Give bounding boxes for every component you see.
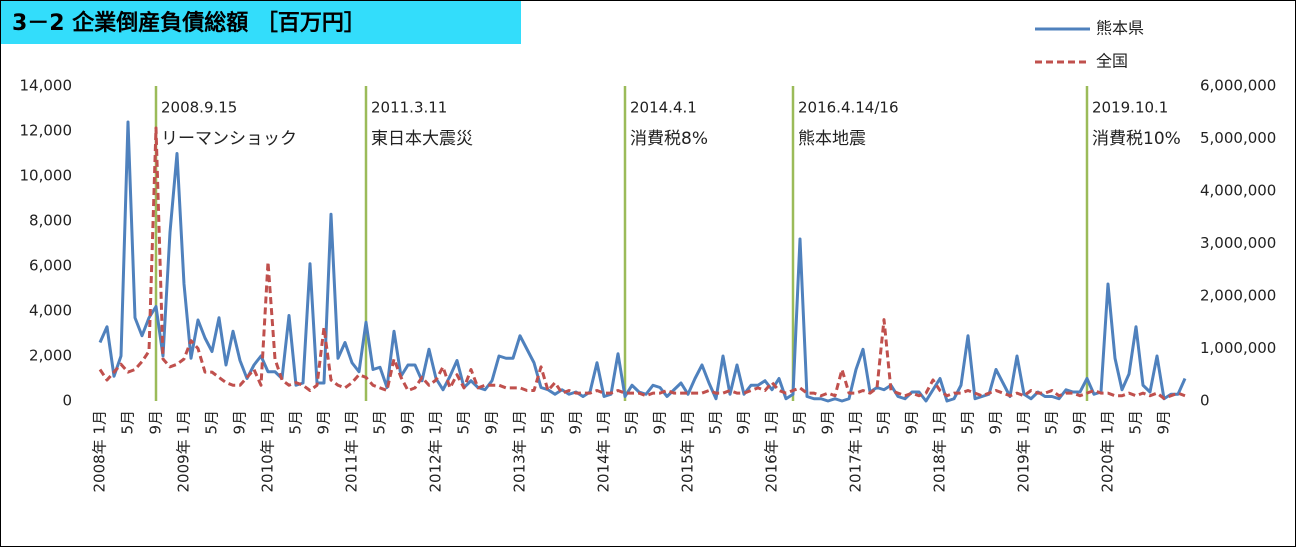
x-tick-label: 5月 [371, 410, 389, 435]
x-tick-label: 2014年 1月 [595, 410, 613, 493]
x-tick-label: 9月 [651, 410, 669, 435]
x-tick-label: 9月 [147, 410, 165, 435]
x-tick-label: 2008年 1月 [91, 410, 109, 493]
annotation-text: リーマンショック [161, 129, 297, 149]
x-tick-label: 9月 [567, 410, 585, 435]
x-tick-label: 5月 [1043, 410, 1061, 435]
x-tick-label: 5月 [119, 410, 137, 435]
x-tick-label: 9月 [987, 410, 1005, 435]
annotation-date: 2011.3.11 [371, 99, 447, 117]
x-tick-label: 5月 [623, 410, 641, 435]
x-tick-label: 9月 [1155, 410, 1173, 435]
y2-tick-label: 2,000,000 [1200, 287, 1276, 305]
x-tick-label: 9月 [735, 410, 753, 435]
annotation-text: 消費税8% [630, 129, 708, 149]
data-line [98, 126, 1186, 400]
x-tick-label: 9月 [231, 410, 249, 435]
x-tick-label: 5月 [539, 410, 557, 435]
x-tick-label: 2015年 1月 [679, 410, 697, 493]
y2-tick-label: 6,000,000 [1200, 77, 1276, 95]
legend-label: 熊本県 [1096, 19, 1144, 38]
x-tick-label: 5月 [455, 410, 473, 435]
annotation-date: 2016.4.14/16 [798, 99, 898, 117]
x-tick-label: 2012年 1月 [427, 410, 445, 493]
y2-tick-label: 5,000,000 [1200, 129, 1276, 147]
x-tick-label: 2013年 1月 [511, 410, 529, 493]
y-tick-label: 12,000 [20, 122, 73, 140]
x-tick-label: 2010年 1月 [259, 410, 277, 493]
x-tick-label: 5月 [875, 410, 893, 435]
y2-tick-label: 4,000,000 [1200, 182, 1276, 200]
x-tick-label: 2019年 1月 [1015, 410, 1033, 493]
chart-title: 3－2 企業倒産負債総額 ［百万円］ [12, 10, 366, 36]
x-tick-label: 2020年 1月 [1099, 410, 1117, 493]
x-tick-label: 2016年 1月 [763, 410, 781, 493]
annotation-text: 熊本地震 [798, 129, 866, 149]
y-tick-label: 8,000 [29, 212, 72, 230]
legend-label: 全国 [1096, 52, 1128, 71]
x-tick-label: 2018年 1月 [931, 410, 949, 493]
annotation-date: 2014.4.1 [630, 99, 697, 117]
annotation-date: 2019.10.1 [1092, 99, 1168, 117]
y2-tick-label: 1,000,000 [1200, 339, 1276, 357]
y-tick-label: 0 [62, 392, 72, 410]
x-tick-label: 9月 [483, 410, 501, 435]
x-tick-label: 2011年 1月 [343, 410, 361, 493]
x-tick-label: 5月 [1127, 410, 1145, 435]
annotation-text: 東日本大震災 [371, 129, 473, 149]
x-tick-label: 2017年 1月 [847, 410, 865, 493]
y-tick-label: 2,000 [29, 347, 72, 365]
y2-tick-label: 3,000,000 [1200, 234, 1276, 252]
x-tick-label: 5月 [203, 410, 221, 435]
x-tick-label: 9月 [903, 410, 921, 435]
y-tick-label: 4,000 [29, 302, 72, 320]
x-tick-label: 9月 [819, 410, 837, 435]
x-tick-label: 2009年 1月 [175, 410, 193, 493]
x-tick-label: 5月 [959, 410, 977, 435]
y-tick-label: 6,000 [29, 257, 72, 275]
x-tick-label: 9月 [315, 410, 333, 435]
y2-tick-label: 0 [1200, 392, 1210, 410]
x-tick-label: 5月 [791, 410, 809, 435]
title-box [1, 1, 521, 44]
annotation-date: 2008.9.15 [161, 99, 237, 117]
y-tick-label: 14,000 [20, 77, 73, 95]
x-tick-label: 5月 [707, 410, 725, 435]
x-tick-label: 9月 [1071, 410, 1089, 435]
x-tick-label: 9月 [399, 410, 417, 435]
x-tick-label: 5月 [287, 410, 305, 435]
y-tick-label: 10,000 [20, 167, 73, 185]
annotation-text: 消費税10% [1092, 129, 1181, 149]
